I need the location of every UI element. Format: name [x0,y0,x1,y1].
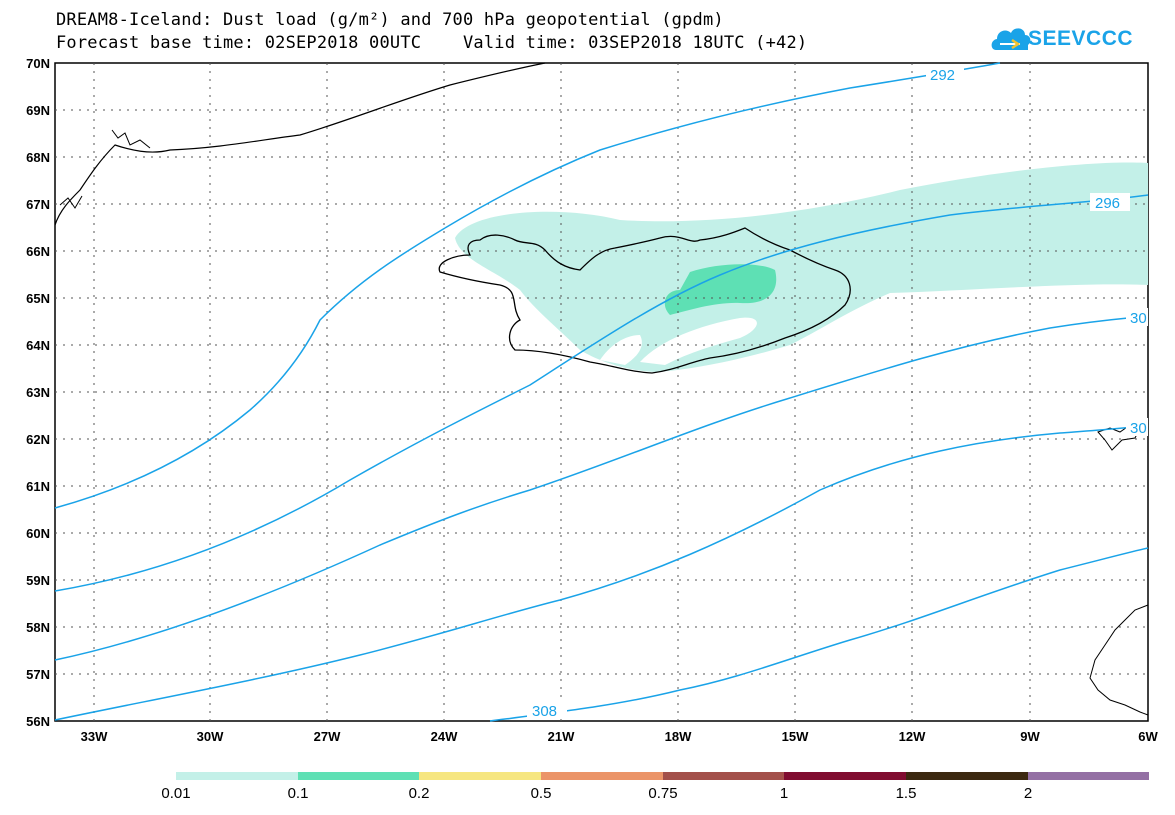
lat-label: 60N [26,526,50,541]
legend-label: 0.2 [408,785,430,802]
seevccc-logo [991,28,1031,50]
legend-swatch [784,772,906,780]
lat-label: 63N [26,385,50,400]
legend-label: 1 [779,785,789,802]
greenland-coast-detail [59,129,151,209]
lon-label: 15W [782,729,809,744]
scotland-coast [1089,604,1149,716]
map-frame [54,62,1149,722]
legend-label: 1.5 [895,785,917,802]
greenland-coast [54,62,546,226]
map-title-line1: DREAM8-Iceland: Dust load (g/m²) and 700… [56,10,724,30]
lon-label: 21W [548,729,575,744]
contour-308 [489,547,1149,722]
legend-swatch [1028,772,1149,780]
legend-label: 0.01 [161,785,191,802]
legend-label: 0.75 [648,785,678,802]
lon-label: 33W [81,729,108,744]
legend-label: 2 [1023,785,1033,802]
lat-label: 57N [26,667,50,682]
lat-label: 69N [26,103,50,118]
lat-label: 65N [26,291,50,306]
legend-swatch [419,772,541,780]
latitude-labels: 70N 69N 68N 67N 66N 65N 64N 63N 62N 61N … [26,56,50,729]
contour-label: 30 [1130,420,1147,437]
lon-label: 9W [1020,729,1040,744]
lat-label: 70N [26,56,50,71]
iceland-coast [438,227,851,374]
lat-label: 68N [26,150,50,165]
contour-292-west [54,227,446,509]
contour-label: 296 [1095,195,1120,212]
lat-label: 64N [26,338,50,353]
dust-gap-south [640,317,757,365]
contour-label: 292 [930,67,955,84]
lon-label: 24W [431,729,458,744]
lon-label: 6W [1138,729,1158,744]
dust-gap-south2 [600,335,642,365]
lat-label: 59N [26,573,50,588]
lon-label: 27W [314,729,341,744]
geopotential-contours [54,62,1149,722]
lat-label: 66N [26,244,50,259]
contour-296 [54,194,1149,592]
legend-swatch [663,772,784,780]
legend-swatch [906,772,1028,780]
legend-label: 0.5 [530,785,552,802]
contour-300 [54,315,1149,661]
dust-area-light [455,162,1148,372]
longitude-labels: 33W 30W 27W 24W 21W 18W 15W 12W 9W 6W [81,729,1159,744]
lat-label: 56N [26,714,50,729]
dust-area-mid [664,264,777,315]
legend-swatch [298,772,419,780]
lat-label: 61N [26,479,50,494]
lat-label: 62N [26,432,50,447]
lat-label: 67N [26,197,50,212]
lon-label: 30W [197,729,224,744]
map-gridlines [55,63,1148,721]
contour-292 [444,62,1001,229]
logo-text: SEEVCCC [1028,27,1134,50]
legend-swatch [176,772,298,780]
contour-304 [54,424,1149,721]
contour-label: 30 [1130,310,1147,327]
legend-swatch [541,772,663,780]
map-title-line2: Forecast base time: 02SEP2018 00UTC Vali… [56,33,808,53]
lon-label: 12W [899,729,926,744]
contour-label: 308 [532,703,557,720]
lon-label: 18W [665,729,692,744]
lat-label: 58N [26,620,50,635]
legend-label: 0.1 [287,785,309,802]
legend-colorbar [176,772,1149,780]
